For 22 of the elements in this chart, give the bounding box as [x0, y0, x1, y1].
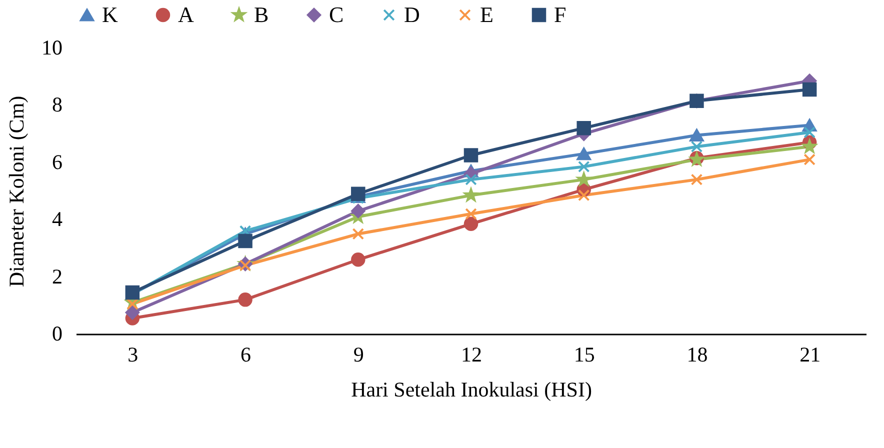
x-tick-label: 15	[574, 342, 595, 366]
legend-label: A	[178, 2, 194, 27]
x-tick-label: 18	[686, 342, 708, 366]
x-tick-label: 21	[800, 342, 821, 366]
x-tick-label: 3	[128, 342, 138, 366]
x-tick-label: 6	[240, 342, 252, 366]
y-tick-label: 10	[42, 36, 62, 60]
x-tick-label: 12	[461, 342, 482, 366]
y-tick-label: 0	[52, 322, 62, 346]
legend-label: D	[404, 2, 420, 27]
legend-label: E	[480, 2, 494, 27]
legend-label: C	[329, 2, 344, 27]
y-tick-label: 4	[52, 207, 63, 232]
y-axis-title: Diameter Koloni (Cm)	[4, 96, 28, 288]
legend-label: K	[102, 2, 118, 27]
legend-label: F	[554, 2, 566, 27]
x-axis-title: Hari Setelah Inokulasi (HSI)	[351, 378, 592, 402]
y-tick-label: 8	[52, 92, 62, 117]
x-tick-label: 9	[353, 342, 364, 366]
y-tick-label: 6	[52, 150, 62, 174]
y-tick-label: 2	[52, 264, 62, 288]
legend-label: B	[254, 2, 269, 27]
